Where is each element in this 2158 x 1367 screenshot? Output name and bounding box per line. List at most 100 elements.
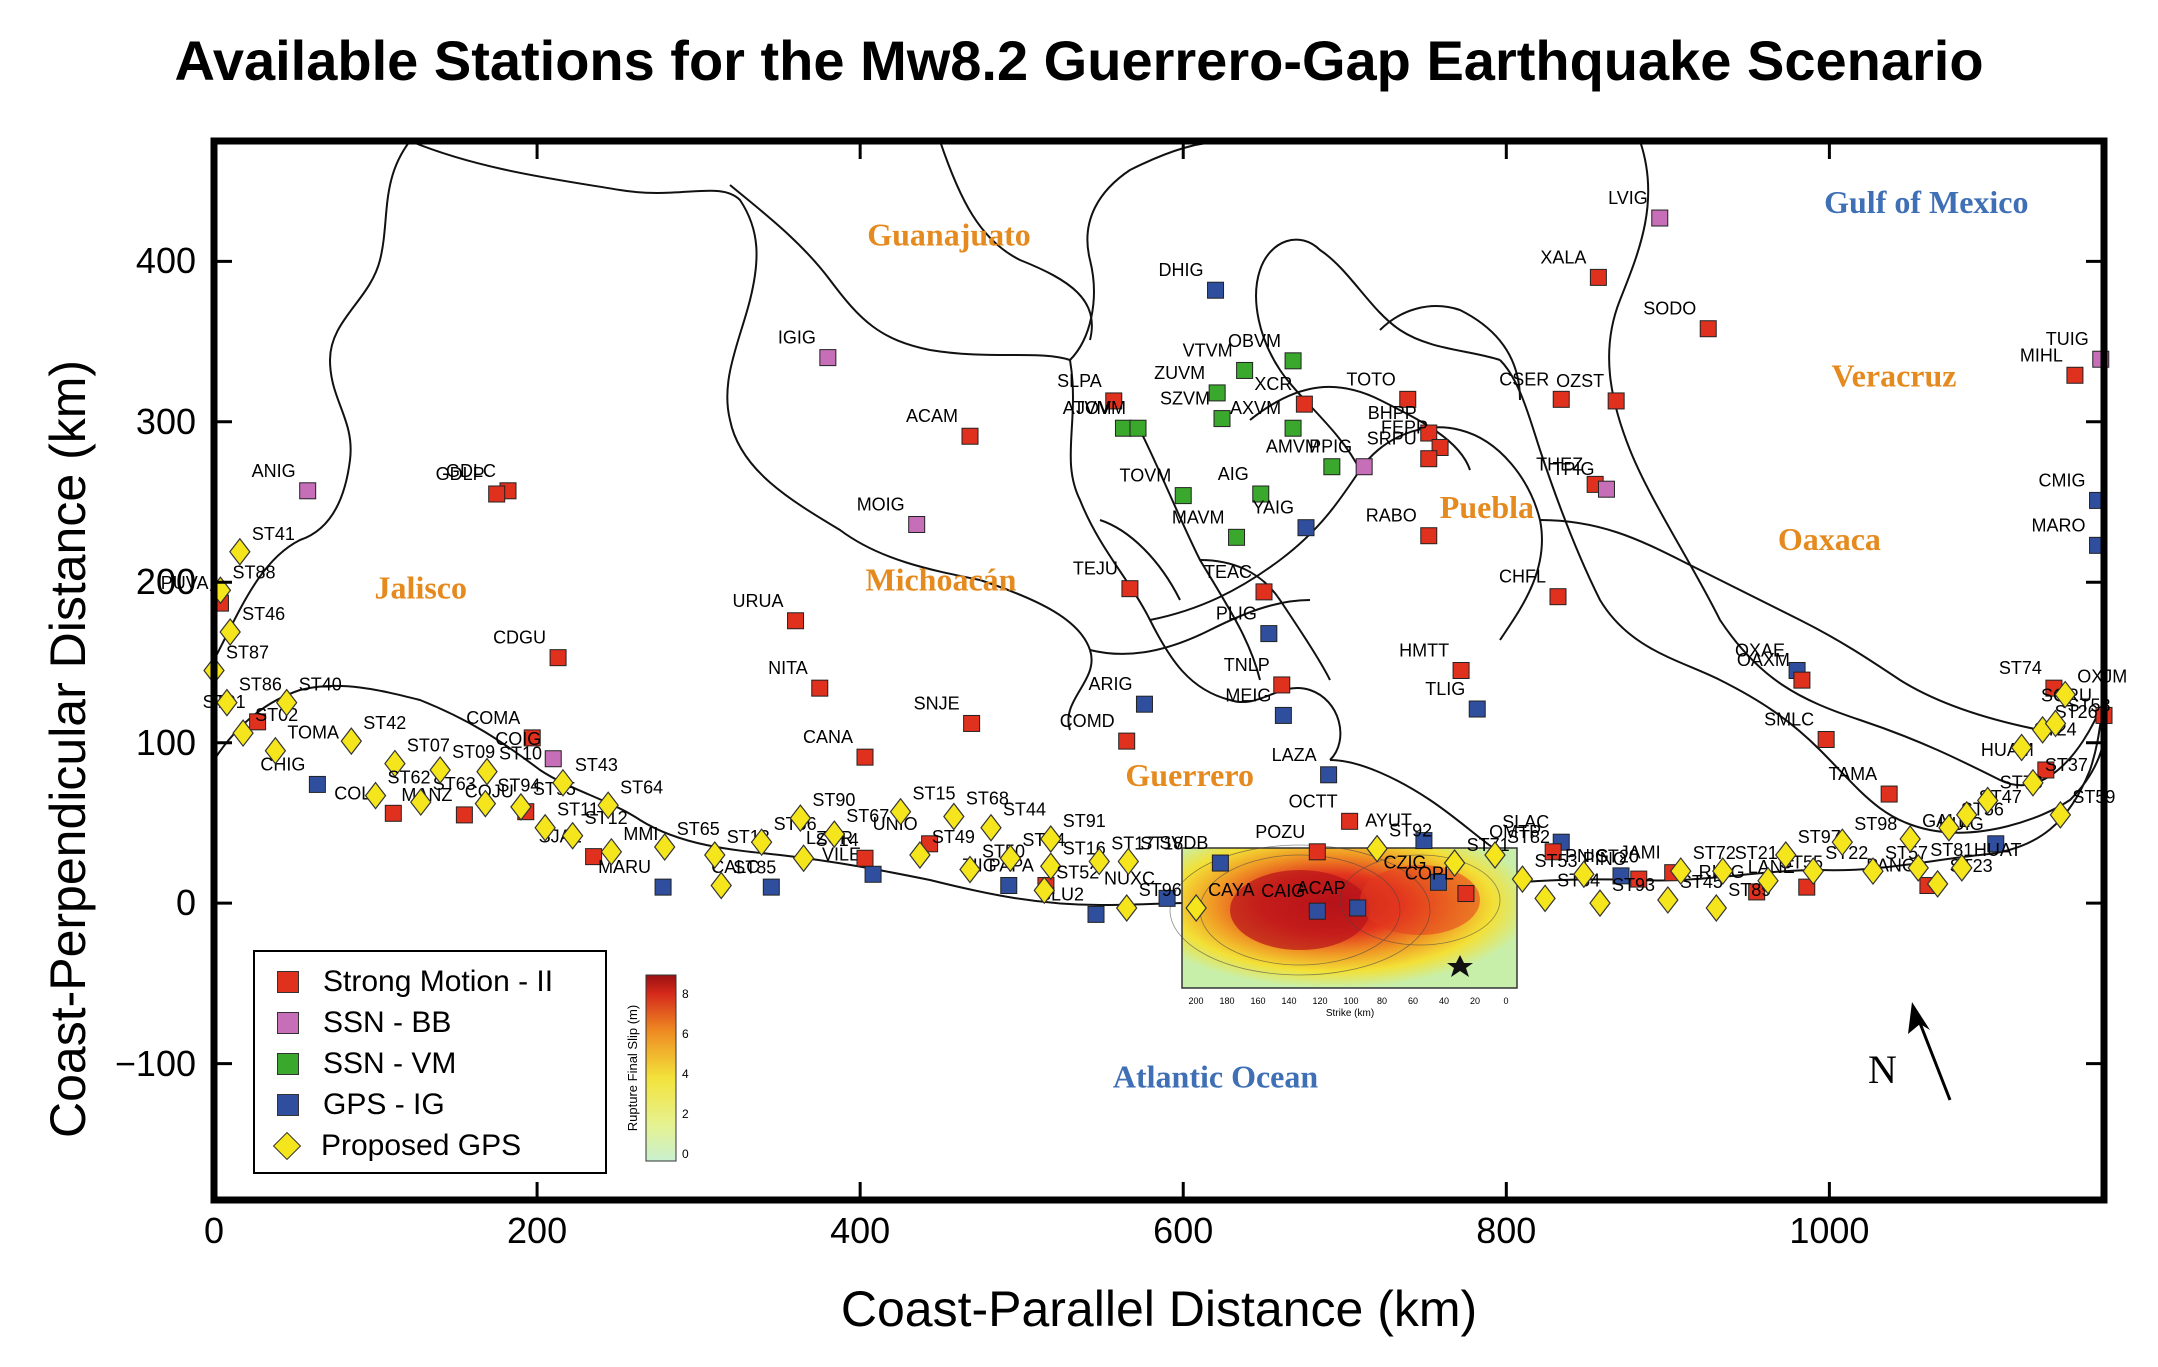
station-marker-huam[interactable] bbox=[2037, 761, 2055, 779]
station-marker-manz[interactable] bbox=[455, 806, 473, 824]
station-marker-riog[interactable] bbox=[1748, 883, 1766, 901]
station-marker-omtp[interactable] bbox=[1544, 843, 1562, 861]
station-marker-lane[interactable] bbox=[1798, 878, 1816, 896]
gps-marker-st12[interactable] bbox=[561, 821, 584, 850]
station-marker-acam[interactable] bbox=[961, 427, 979, 445]
gps-marker-st21[interactable] bbox=[1712, 857, 1734, 886]
gps-marker-st98[interactable] bbox=[1831, 828, 1854, 857]
station-marker-anig[interactable] bbox=[299, 482, 317, 500]
station-marker-coig[interactable] bbox=[544, 750, 562, 768]
gps-marker-st50[interactable] bbox=[959, 855, 981, 884]
station-marker-tpig[interactable] bbox=[1597, 480, 1615, 498]
gps-marker-st23[interactable] bbox=[1926, 869, 1949, 898]
station-marker-coll[interactable] bbox=[384, 804, 402, 822]
gps-marker-st11[interactable] bbox=[534, 813, 556, 842]
station-marker-pino[interactable] bbox=[1630, 870, 1648, 888]
station-marker-tovm[interactable] bbox=[1174, 487, 1192, 505]
gps-marker-st24[interactable] bbox=[2010, 733, 2033, 762]
station-marker-st01[interactable] bbox=[249, 713, 267, 731]
gps-marker-st43[interactable] bbox=[552, 768, 574, 797]
station-marker-szvm[interactable] bbox=[1213, 410, 1231, 428]
station-marker-xala[interactable] bbox=[1589, 268, 1607, 286]
gps-marker-st68[interactable] bbox=[943, 802, 965, 831]
station-marker-vile[interactable] bbox=[864, 865, 882, 883]
station-marker-caig[interactable] bbox=[1308, 902, 1326, 920]
station-marker-acap[interactable] bbox=[1349, 899, 1367, 917]
station-marker-tama[interactable] bbox=[1880, 785, 1898, 803]
gps-marker-oxjm[interactable] bbox=[2054, 680, 2076, 709]
gps-marker-st56[interactable] bbox=[1938, 813, 1960, 842]
station-marker-ziig[interactable] bbox=[1000, 877, 1018, 895]
station-marker-maru[interactable] bbox=[654, 878, 672, 896]
gps-marker-st92[interactable] bbox=[1366, 834, 1388, 863]
gps-marker-st65[interactable] bbox=[653, 833, 676, 861]
station-marker-hmtt[interactable] bbox=[1452, 662, 1470, 679]
gps-marker-st94[interactable] bbox=[474, 789, 497, 818]
station-marker-slpa[interactable] bbox=[1105, 392, 1123, 410]
station-marker-arig[interactable] bbox=[1135, 695, 1153, 713]
station-marker-bhpp[interactable] bbox=[1420, 424, 1438, 442]
gps-marker-st52[interactable] bbox=[1033, 876, 1056, 905]
station-marker-svdb[interactable] bbox=[1211, 854, 1229, 872]
station-marker-nuxc[interactable] bbox=[1158, 889, 1176, 907]
gps-marker-st46[interactable] bbox=[219, 618, 241, 646]
station-marker-mihl[interactable] bbox=[2066, 366, 2084, 384]
station-marker-smlc[interactable] bbox=[1817, 730, 1835, 748]
station-marker-mavm[interactable] bbox=[1228, 528, 1246, 546]
gps-marker-st13[interactable] bbox=[704, 841, 726, 870]
gps-marker-st41[interactable] bbox=[229, 537, 251, 566]
gps-marker-st47[interactable] bbox=[1955, 800, 1978, 829]
station-marker-aig[interactable] bbox=[1252, 485, 1270, 503]
station-marker-pozu[interactable] bbox=[1308, 843, 1326, 861]
station-marker-calc[interactable] bbox=[762, 878, 780, 896]
gps-marker-st20[interactable] bbox=[1573, 860, 1595, 889]
station-marker-chig[interactable] bbox=[308, 775, 326, 793]
gps-marker-st96[interactable] bbox=[1115, 893, 1138, 922]
station-marker-pnig[interactable] bbox=[1612, 867, 1630, 885]
station-marker-ozst[interactable] bbox=[1607, 392, 1625, 410]
station-marker-cana[interactable] bbox=[856, 748, 874, 766]
station-marker-laza[interactable] bbox=[1320, 766, 1338, 784]
gps-marker-gale[interactable] bbox=[1899, 824, 1921, 853]
gps-marker-st44[interactable] bbox=[980, 813, 1002, 842]
gps-marker-st97[interactable] bbox=[1775, 841, 1797, 870]
gps-marker-st66[interactable] bbox=[750, 828, 773, 857]
gps-marker-st14[interactable] bbox=[792, 844, 815, 873]
gps-marker-mmi[interactable] bbox=[600, 837, 623, 866]
gps-marker-st02[interactable] bbox=[232, 719, 254, 748]
station-marker-igig[interactable] bbox=[819, 349, 837, 367]
gps-marker-st73[interactable] bbox=[1976, 786, 1999, 815]
gps-marker-st45[interactable] bbox=[1657, 885, 1679, 914]
gps-marker-st62[interactable] bbox=[364, 781, 387, 810]
station-marker-dhig[interactable] bbox=[1207, 281, 1225, 299]
station-marker-tnlp[interactable] bbox=[1273, 676, 1291, 694]
station-marker-moig[interactable] bbox=[908, 515, 926, 533]
gps-marker-st17[interactable] bbox=[1088, 847, 1110, 876]
station-marker-cser[interactable] bbox=[1552, 390, 1570, 408]
station-marker-zuvm[interactable] bbox=[1208, 384, 1226, 402]
gps-marker-st63[interactable] bbox=[410, 788, 432, 817]
gps-marker-st57[interactable] bbox=[1862, 857, 1884, 886]
station-marker-snje[interactable] bbox=[963, 714, 981, 732]
gps-marker-st86[interactable] bbox=[216, 688, 238, 717]
station-marker-chfl[interactable] bbox=[1549, 588, 1567, 606]
station-marker-copl[interactable] bbox=[1457, 885, 1475, 903]
gps-marker-st90[interactable] bbox=[789, 804, 812, 833]
gps-marker-st85[interactable] bbox=[710, 871, 732, 900]
gps-marker-st91[interactable] bbox=[1040, 824, 1062, 853]
gps-marker-st64[interactable] bbox=[597, 791, 619, 820]
station-marker-teju[interactable] bbox=[1121, 580, 1139, 598]
gps-marker-st93[interactable] bbox=[1589, 889, 1611, 918]
station-marker-urua[interactable] bbox=[787, 612, 805, 630]
gps-marker-st72[interactable] bbox=[1670, 857, 1692, 886]
gps-marker-toma[interactable] bbox=[264, 736, 287, 765]
gps-marker-st53[interactable] bbox=[1511, 865, 1534, 894]
gps-marker-st40[interactable] bbox=[275, 688, 298, 717]
gps-marker-st15[interactable] bbox=[889, 797, 912, 826]
station-marker-atvm[interactable] bbox=[1114, 419, 1132, 437]
gps-marker-st84[interactable] bbox=[999, 844, 1022, 873]
station-marker-toto[interactable] bbox=[1399, 390, 1417, 408]
station-marker-rabo[interactable] bbox=[1420, 527, 1438, 545]
gps-marker-st54[interactable] bbox=[1534, 884, 1556, 913]
station-marker-sodo[interactable] bbox=[1699, 320, 1717, 338]
